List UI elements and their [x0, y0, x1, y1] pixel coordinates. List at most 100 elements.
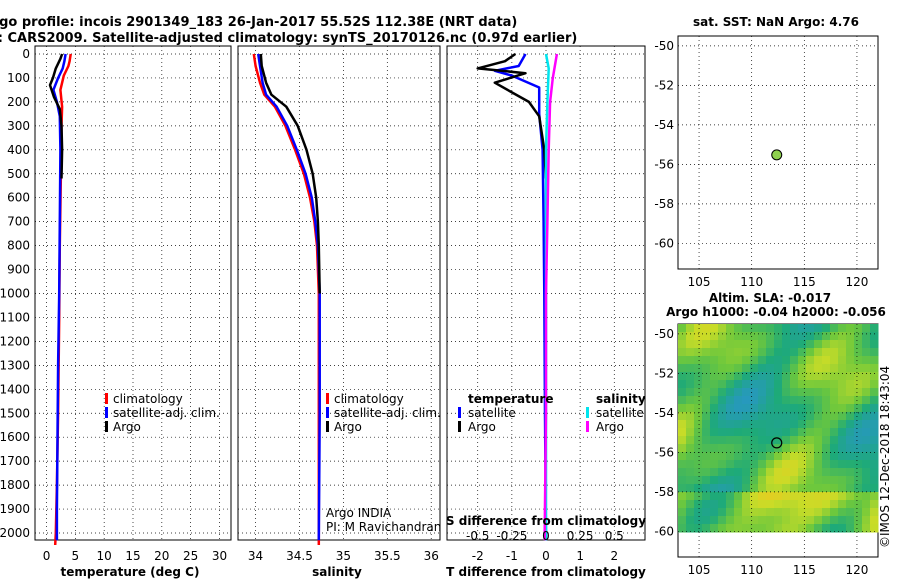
sla-cell [718, 428, 727, 437]
sla-cell [862, 396, 871, 405]
sst-grid [678, 36, 878, 269]
sla-cell [694, 476, 703, 485]
sla-cell [710, 436, 719, 445]
sla-cell [718, 476, 727, 485]
sla-cell [854, 500, 863, 509]
sla-cell [702, 468, 711, 477]
sla-cell [870, 324, 879, 333]
sla-cell [678, 380, 687, 389]
sla-cell [798, 476, 807, 485]
sla-cell [726, 460, 735, 469]
sla-cell [870, 396, 879, 405]
sla-cell [838, 420, 847, 429]
sla-cell [678, 404, 687, 413]
sla-cell [798, 364, 807, 373]
sla-cell [742, 340, 751, 349]
sla-cell [838, 364, 847, 373]
sla-cell [742, 412, 751, 421]
sla-cell [678, 356, 687, 365]
sla-cell [742, 500, 751, 509]
sla-cell [854, 340, 863, 349]
sla-cell [718, 452, 727, 461]
legend3-salinity-heading: salinity [596, 392, 646, 406]
salinity-grid [238, 46, 440, 540]
sla-cell [862, 460, 871, 469]
sla-cell [750, 412, 759, 421]
sla-cell [774, 460, 783, 469]
sla-cell [774, 468, 783, 477]
sla-cell [766, 500, 775, 509]
x-tick-label: 0 [542, 549, 550, 563]
sla-cell [750, 500, 759, 509]
sla-cell [766, 508, 775, 517]
sla-cell [718, 364, 727, 373]
legend2-swatch-argo [326, 421, 329, 432]
sla-cell [846, 364, 855, 373]
sla-cell [758, 468, 767, 477]
depth-tick-label: 1200 [0, 334, 30, 348]
sla-cell [678, 324, 687, 333]
sla-cell [678, 500, 687, 509]
sla-cell [694, 444, 703, 453]
sla-cell [790, 380, 799, 389]
sla-cell [742, 428, 751, 437]
sla-cell [862, 404, 871, 413]
sla-cell [870, 340, 879, 349]
sla-cell [846, 372, 855, 381]
sla-cell [750, 332, 759, 341]
sla-cell [694, 420, 703, 429]
sla-cell [814, 348, 823, 357]
sla-cell [742, 372, 751, 381]
sla-cell [822, 460, 831, 469]
depth-tick-label: 300 [7, 119, 30, 133]
sla-cell [782, 452, 791, 461]
sla-cell [830, 516, 839, 525]
sla-cell [710, 324, 719, 333]
sla-cell [854, 444, 863, 453]
sla-cell [678, 332, 687, 341]
sla-cell [782, 356, 791, 365]
sla-cell [822, 388, 831, 397]
sla-cell [846, 508, 855, 517]
legend-satellite-adj: satellite-adj. clim. [113, 406, 220, 420]
sla-cell [870, 436, 879, 445]
sla-cell [766, 364, 775, 373]
sla-cell [870, 356, 879, 365]
series-line-temperature-satellite [493, 53, 548, 541]
sla-cell [718, 396, 727, 405]
sla-cell [854, 380, 863, 389]
sla-cell [806, 412, 815, 421]
sla-cell [694, 428, 703, 437]
sla-cell [814, 332, 823, 341]
sla-ticks: 105 110 115 120 -50 -52 -54 -56 -58 -60 [654, 327, 868, 577]
x-tick-label: 0 [43, 549, 51, 563]
sla-cell [838, 372, 847, 381]
sla-cell [742, 516, 751, 525]
sla-map-panel: Altim. SLA: -0.017 Argo h1000: -0.04 h20… [654, 291, 885, 577]
sla-cell [758, 492, 767, 501]
sla-cell [854, 452, 863, 461]
sla-cell [854, 420, 863, 429]
sla-cell [870, 444, 879, 453]
sla-cell [702, 428, 711, 437]
sla-cell [790, 444, 799, 453]
sla-cell [766, 452, 775, 461]
sla-cell [838, 388, 847, 397]
sla-cell [862, 364, 871, 373]
sla-cell [702, 492, 711, 501]
sla-cell [734, 396, 743, 405]
sla-cell [814, 364, 823, 373]
sla-cell [798, 404, 807, 413]
sla-cell [822, 444, 831, 453]
sla-cell [750, 388, 759, 397]
sla-cell [782, 460, 791, 469]
sla-cell [830, 420, 839, 429]
depth-tick-label: 1000 [0, 287, 30, 301]
sla-cell [830, 404, 839, 413]
sla-cell [758, 428, 767, 437]
sla-cell [710, 452, 719, 461]
series-line-temperature-argo [476, 52, 548, 179]
sla-cell [678, 396, 687, 405]
sla-cell [830, 324, 839, 333]
